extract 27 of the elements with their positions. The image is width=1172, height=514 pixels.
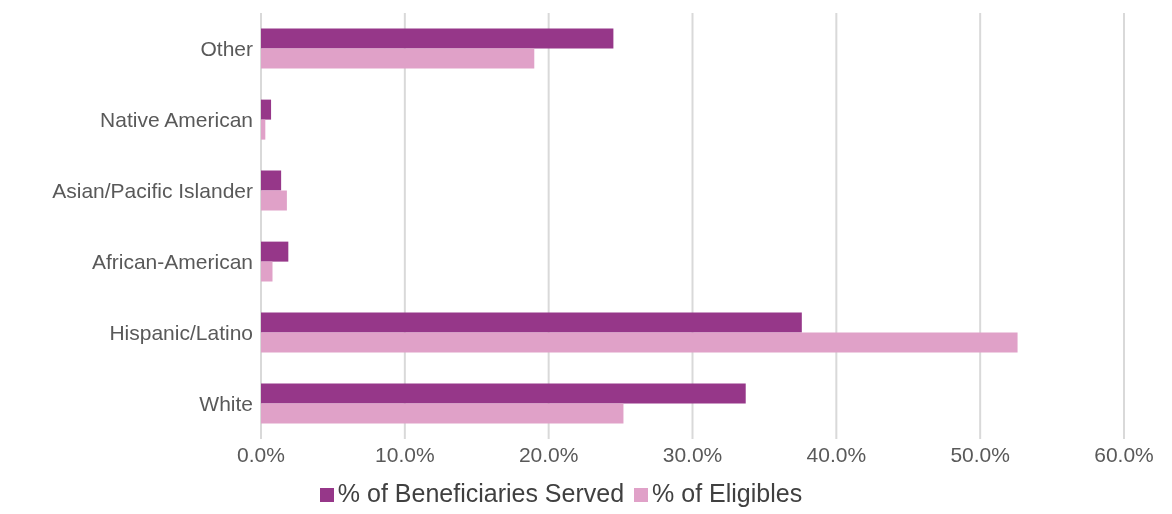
y-tick-label: Other <box>200 36 253 60</box>
bar <box>261 170 282 191</box>
legend-label: % of Eligibles <box>652 479 803 507</box>
bar <box>261 99 272 120</box>
bar <box>261 383 746 404</box>
x-tick-label: 0.0% <box>237 442 285 466</box>
y-tick-label: Asian/Pacific Islander <box>52 178 253 202</box>
x-tick-label: 20.0% <box>518 442 579 466</box>
bar <box>261 48 535 69</box>
y-tick-label: African-American <box>91 249 253 273</box>
x-tick-label: 10.0% <box>375 442 435 466</box>
bar <box>261 403 624 424</box>
y-tick-label: White <box>199 391 253 415</box>
bar <box>261 312 802 333</box>
x-tick-label: 30.0% <box>662 442 723 466</box>
y-tick-label: Hispanic/Latino <box>109 320 253 344</box>
bar <box>261 241 289 262</box>
bar <box>261 28 614 49</box>
bar <box>261 119 266 140</box>
bar <box>261 332 1018 353</box>
x-tick-label: 50.0% <box>950 442 1010 466</box>
legend-label: % of Beneficiaries Served <box>337 479 625 507</box>
x-tick-label: 60.0% <box>1094 442 1154 466</box>
y-tick-label: Native American <box>100 107 253 131</box>
bar <box>261 261 273 282</box>
bar <box>261 190 287 211</box>
x-tick-label: 40.0% <box>806 442 867 466</box>
